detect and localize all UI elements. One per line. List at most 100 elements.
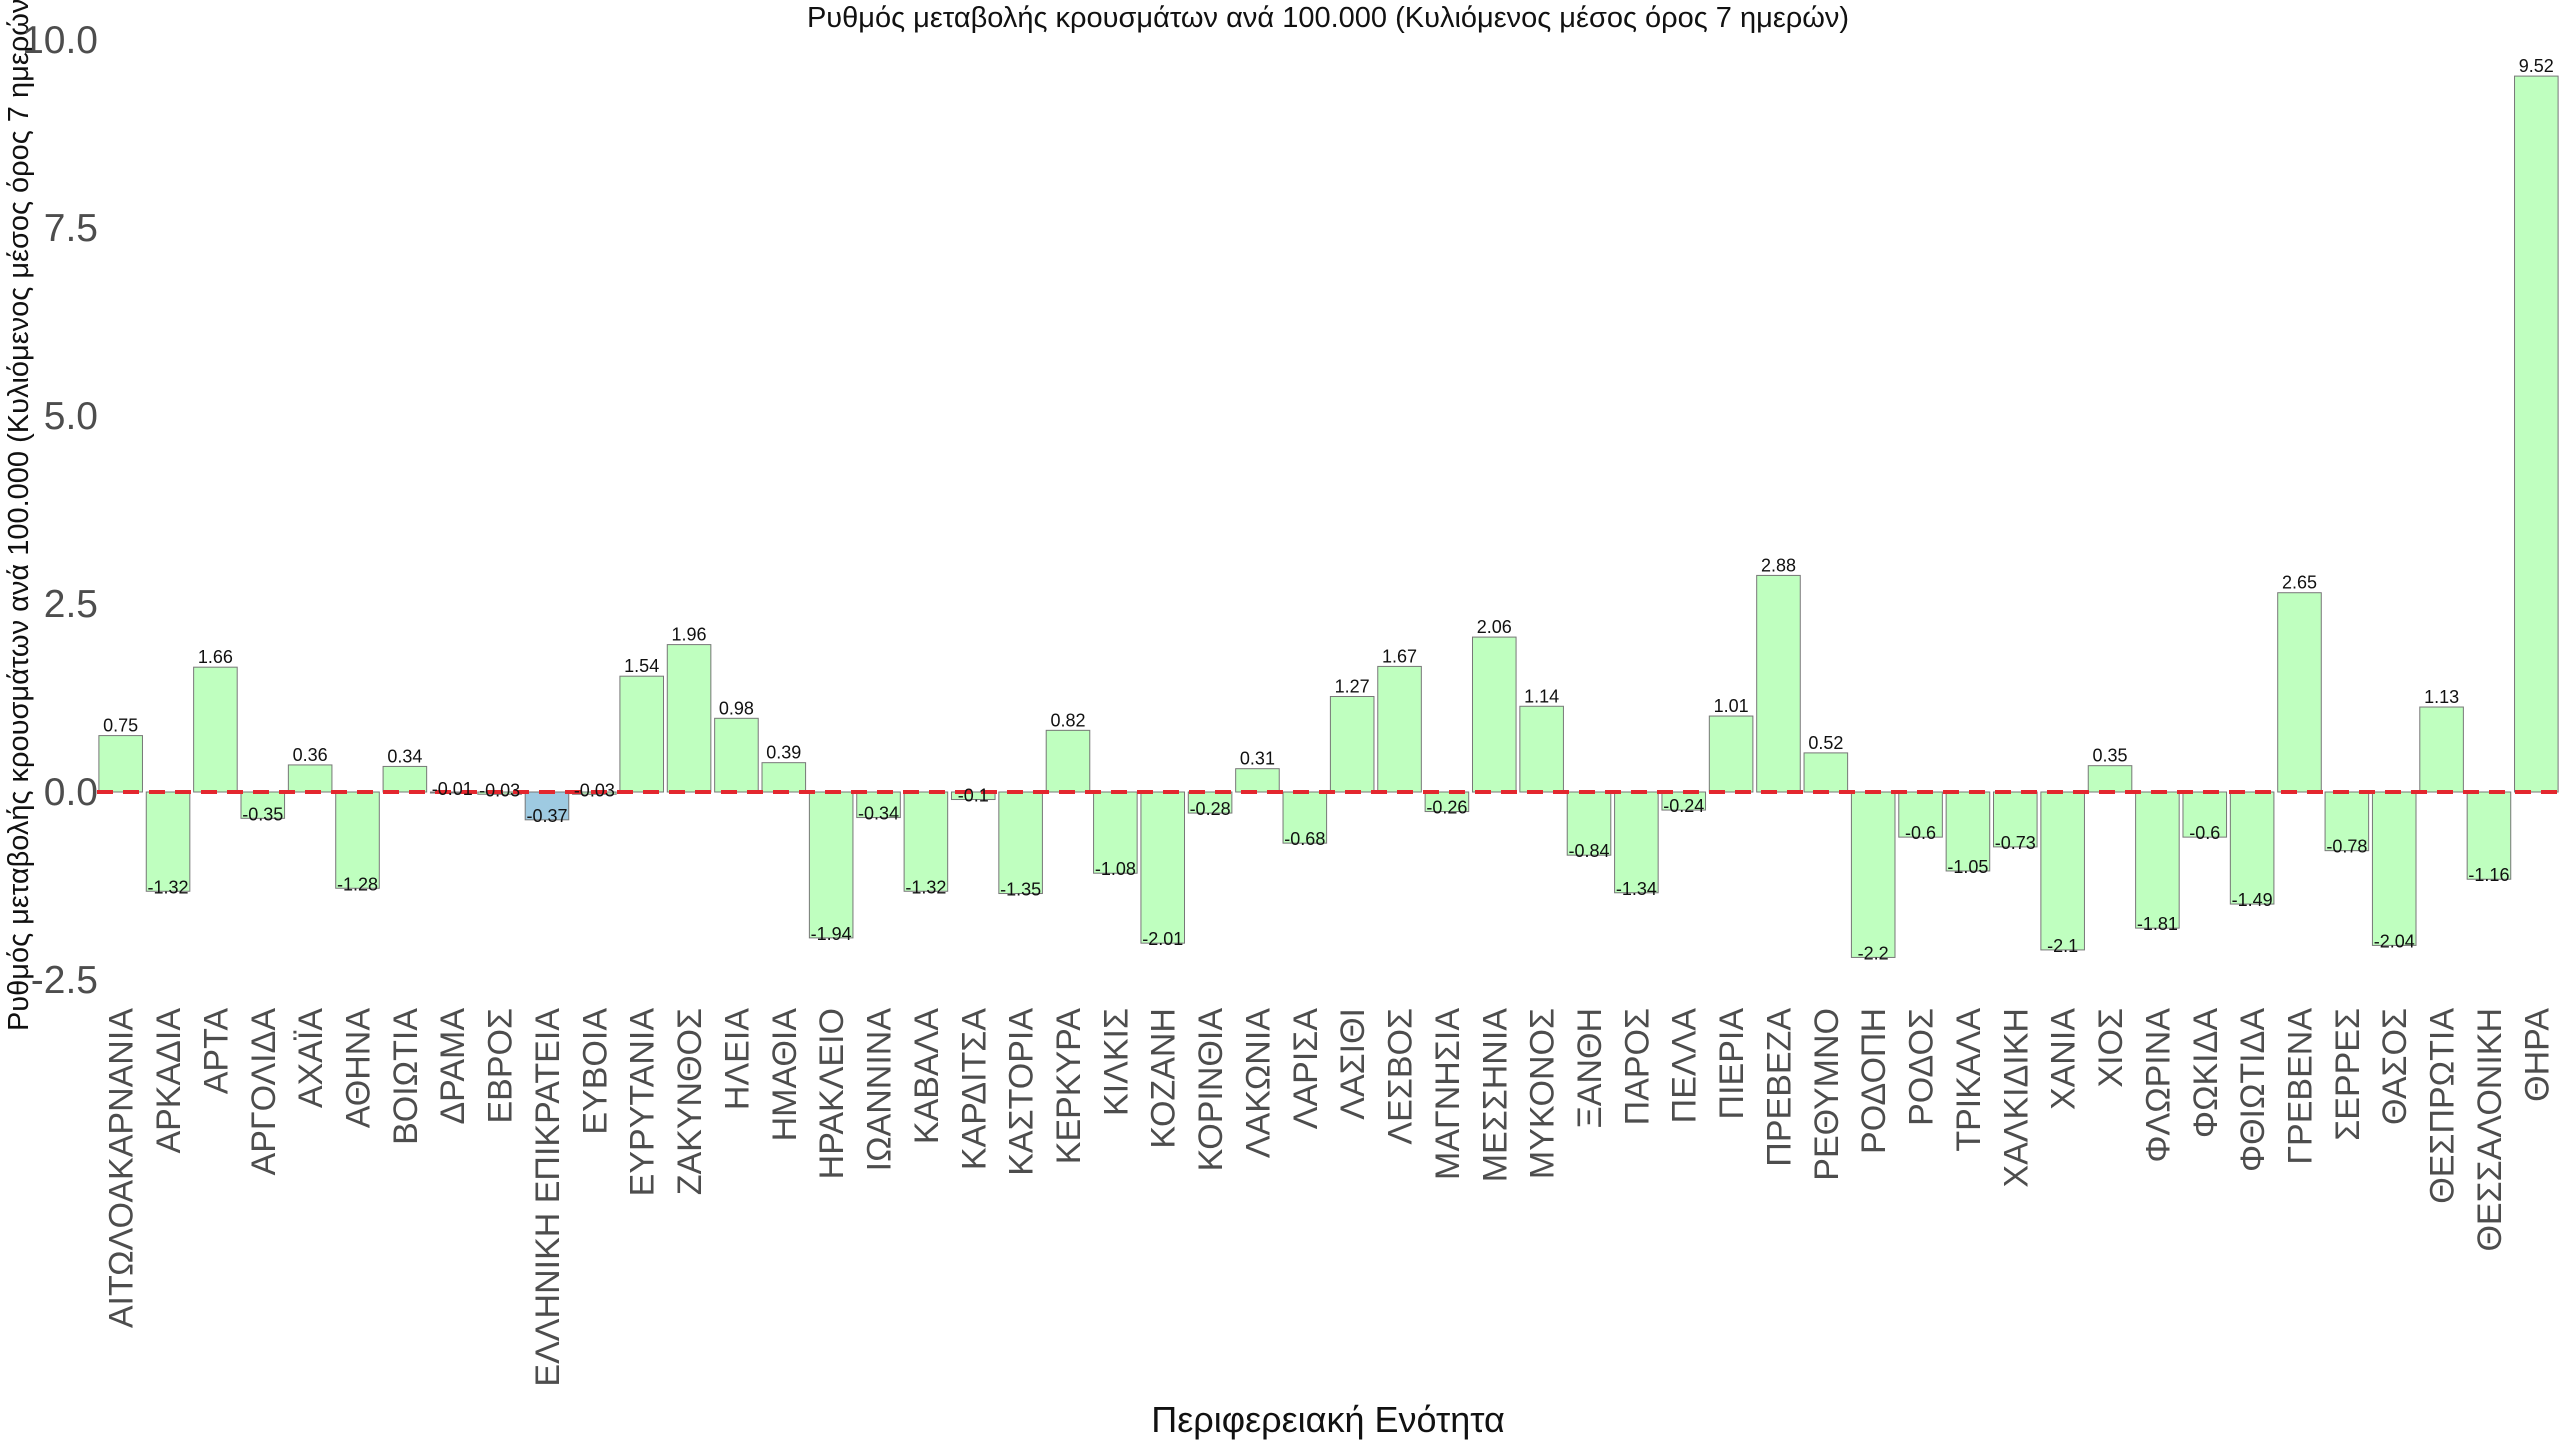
x-tick-label: ΚΙΛΚΙΣ xyxy=(1097,1008,1135,1116)
bar-ευρυτανια xyxy=(619,675,664,793)
x-tick-label: ΘΑΣΟΣ xyxy=(2376,1008,2414,1125)
x-tick-label: ΖΑΚΥΝΘΟΣ xyxy=(671,1008,709,1195)
data-label: -0.1 xyxy=(958,786,989,806)
x-tick-label: ΚΟΖΑΝΗ xyxy=(1145,1008,1183,1149)
x-tick-label: ΗΜΑΘΙΑ xyxy=(766,1008,804,1142)
data-label: -0.6 xyxy=(2189,823,2220,843)
x-tick-label: ΞΑΝΘΗ xyxy=(1571,1008,1609,1128)
x-tick-label: ΠΡΕΒΕΖΑ xyxy=(1760,1008,1798,1167)
x-axis-ticks: ΑΙΤΩΛΟΑΚΑΡΝΑΝΙΑ ΑΡΚΑΔΙΑ ΑΡΤΑ ΑΡΓΟΛΙΔΑ ΑΧΑΪΑ Α… xyxy=(103,1008,2557,1387)
bar-πιερια xyxy=(1708,715,1754,793)
x-tick-label: ΘΕΣΠΡΩΤΙΑ xyxy=(2424,1008,2462,1204)
bar-φλωρινα xyxy=(2135,791,2180,929)
y-tick-label: -2.5 xyxy=(31,959,98,1002)
data-label: 0.36 xyxy=(293,745,328,765)
data-labels-group: 0.75 -1.32 1.66 -0.35 0.36 -1.28 0.34 -0.01 -0.0… xyxy=(103,56,2554,963)
x-tick-label: ΕΛΛΗΝΙΚΗ ΕΠΙΚΡΑΤΕΙΑ xyxy=(529,1008,567,1387)
bar-ελληνικη-επικρατεια xyxy=(524,791,570,821)
bar-μυκονος xyxy=(1519,705,1564,793)
bar-θεσσαλονικη xyxy=(2466,791,2512,880)
x-tick-label: ΓΡΕΒΕΝΑ xyxy=(2281,1008,2319,1165)
bar-αιτωλοακαρνανια xyxy=(98,735,143,793)
x-tick-label: ΠΕΛΛΑ xyxy=(1666,1008,1704,1124)
y-tick-label: 5.0 xyxy=(44,395,98,438)
bar-πρεβεζα xyxy=(1756,574,1801,793)
data-label: -0.73 xyxy=(1995,833,2036,853)
x-tick-label: ΑΡΤΑ xyxy=(197,1008,235,1095)
x-tick-label: ΧΙΟΣ xyxy=(2092,1008,2130,1088)
bar-καστορια xyxy=(998,791,1043,895)
x-tick-label: ΜΥΚΟΝΟΣ xyxy=(1524,1008,1562,1179)
data-label: 2.88 xyxy=(1761,555,1796,575)
bar-κοζανη xyxy=(1140,791,1186,944)
bar-γρεβενα xyxy=(2277,592,2322,793)
data-label: 1.01 xyxy=(1714,696,1749,716)
bar-θεσπρωτια xyxy=(2419,706,2464,793)
data-label: -0.03 xyxy=(479,780,520,800)
data-label: -1.28 xyxy=(337,874,378,894)
bar-καβαλα xyxy=(903,791,949,892)
data-label: -0.37 xyxy=(526,806,567,826)
data-label: 1.67 xyxy=(1382,646,1417,666)
x-tick-label: ΚΟΡΙΝΘΙΑ xyxy=(1192,1008,1230,1172)
x-tick-label: ΠΑΡΟΣ xyxy=(1618,1008,1656,1125)
x-tick-label: ΕΥΒΟΙΑ xyxy=(576,1008,614,1135)
data-label: -1.32 xyxy=(905,877,946,897)
x-tick-label: ΒΟΙΩΤΙΑ xyxy=(387,1008,425,1145)
x-tick-label: ΕΥΡΥΤΑΝΙΑ xyxy=(624,1008,662,1197)
x-tick-label: ΜΑΓΝΗΣΙΑ xyxy=(1429,1008,1467,1180)
bar-ιωαννινα xyxy=(856,791,901,819)
bar-ηρακλειο xyxy=(808,791,854,939)
data-label: -0.6 xyxy=(1905,823,1936,843)
bar-λακωνια xyxy=(1235,768,1280,793)
y-tick-label: 10.0 xyxy=(22,19,98,62)
x-tick-label: ΑΡΓΟΛΙΔΑ xyxy=(245,1008,283,1176)
bar-λασιθι xyxy=(1329,695,1375,793)
data-label: 1.66 xyxy=(198,647,233,667)
x-tick-label: ΚΑΣΤΟΡΙΑ xyxy=(1003,1008,1041,1176)
x-tick-label: ΑΘΗΝΑ xyxy=(340,1008,378,1129)
x-tick-label: ΦΩΚΙΔΑ xyxy=(2187,1008,2225,1138)
data-label: 0.52 xyxy=(1808,733,1843,753)
data-label: -0.68 xyxy=(1284,829,1325,849)
y-tick-label: 2.5 xyxy=(44,583,98,626)
data-label: -1.49 xyxy=(2232,890,2273,910)
data-label: 1.27 xyxy=(1335,676,1370,696)
x-tick-label: ΗΡΑΚΛΕΙΟ xyxy=(813,1008,851,1179)
x-tick-label: ΘΕΣΣΑΛΟΝΙΚΗ xyxy=(2471,1008,2509,1252)
data-label: 1.14 xyxy=(1524,686,1559,706)
bar-θασος xyxy=(2371,791,2417,946)
x-tick-label: ΠΙΕΡΙΑ xyxy=(1713,1008,1751,1120)
y-axis-label: Ρυθμός μεταβολής κρουσμάτων ανά 100.000 … xyxy=(3,0,35,1031)
x-tick-label: ΛΑΚΩΝΙΑ xyxy=(1239,1008,1277,1158)
data-label: 1.96 xyxy=(672,625,707,645)
bar-ροδοπη xyxy=(1850,791,1896,958)
data-label: -1.35 xyxy=(1000,880,1041,900)
x-tick-label: ΦΘΙΩΤΙΔΑ xyxy=(2234,1008,2272,1172)
data-label: 0.35 xyxy=(2093,746,2128,766)
bar-μαγνησια xyxy=(1424,791,1470,813)
data-label: -1.16 xyxy=(2468,865,2509,885)
data-label: -1.34 xyxy=(1616,879,1657,899)
x-tick-label: ΔΡΑΜΑ xyxy=(434,1008,472,1125)
bar-παρος xyxy=(1614,791,1659,894)
data-label: -1.94 xyxy=(811,924,852,944)
bar-κορινθια xyxy=(1187,791,1233,814)
data-label: 0.31 xyxy=(1240,749,1275,769)
bar-ηλεια xyxy=(714,717,759,793)
x-tick-label: ΙΩΑΝΝΙΝΑ xyxy=(861,1008,899,1172)
bars-group xyxy=(98,75,2559,958)
data-label: -0.03 xyxy=(574,780,615,800)
bar-αρτα xyxy=(193,666,238,793)
x-tick-label: ΜΕΣΣΗΝΙΑ xyxy=(1476,1008,1514,1183)
data-label: -2.1 xyxy=(2047,936,2078,956)
x-tick-label: ΡΟΔΟΣ xyxy=(1903,1008,1941,1126)
data-label: 1.54 xyxy=(624,656,659,676)
data-label: 0.75 xyxy=(103,716,138,736)
y-tick-label: 7.5 xyxy=(44,207,98,250)
x-tick-label: ΧΑΝΙΑ xyxy=(2045,1008,2083,1110)
bar-ημαθια xyxy=(761,762,807,793)
x-tick-label: ΦΛΩΡΙΝΑ xyxy=(2139,1008,2177,1163)
x-tick-label: ΑΧΑΪΑ xyxy=(292,1008,330,1108)
